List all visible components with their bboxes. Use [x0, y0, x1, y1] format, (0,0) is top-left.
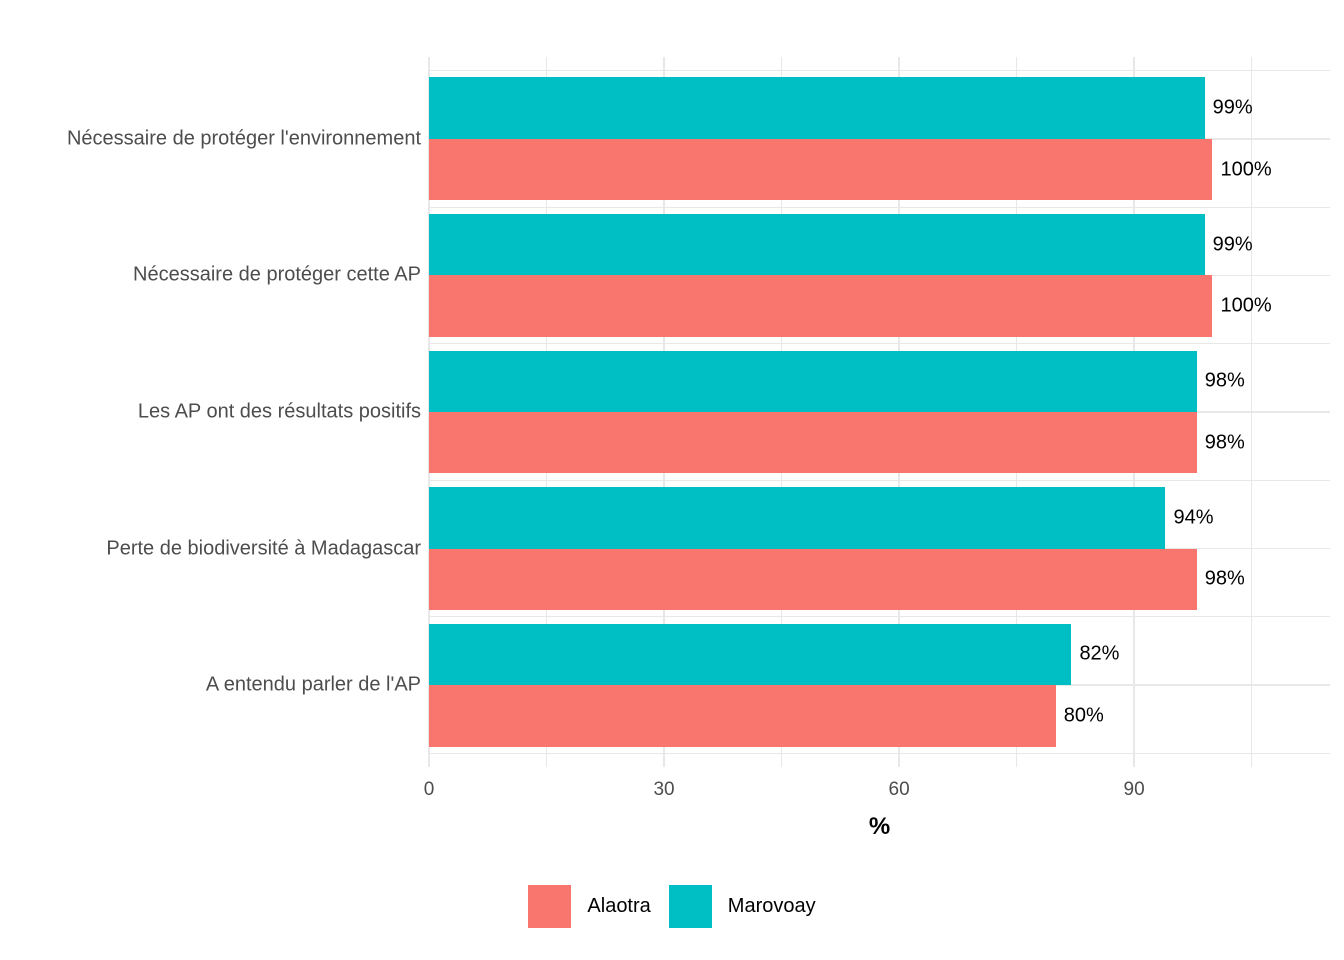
- gridline-horizontal-minor: [429, 479, 1330, 481]
- gridline-horizontal-minor: [429, 206, 1330, 208]
- gridline-horizontal-major: [429, 138, 1330, 140]
- legend-label: Alaotra: [587, 895, 651, 917]
- plot-panel: 99% 100% 99% 100% 98% 98% 94% 98% 82% 80%: [428, 57, 1330, 767]
- gridline-horizontal-minor: [429, 616, 1330, 618]
- bar-value-label: 99%: [1212, 96, 1253, 119]
- legend-label: Marovoay: [727, 895, 816, 917]
- legend-color-swatch: [668, 885, 712, 928]
- x-tick-label: 60: [888, 779, 910, 800]
- bar-value-label: 82%: [1079, 642, 1120, 665]
- bar-marovoay: [429, 214, 1205, 276]
- legend-entry: Marovoay: [668, 885, 816, 928]
- x-tick-label: 0: [423, 779, 435, 800]
- bar-marovoay: [429, 623, 1072, 686]
- bar-value-label: 80%: [1063, 704, 1104, 727]
- bar-marovoay: [429, 77, 1205, 139]
- gridline-horizontal-minor: [429, 70, 1330, 72]
- x-tick-label: 90: [1123, 779, 1145, 800]
- category-label: Les AP ont des résultats positifs: [137, 400, 421, 423]
- category-label: Nécessaire de protéger l'environnement: [66, 127, 421, 150]
- bar-value-label: 98%: [1204, 567, 1245, 590]
- bar-alaotra: [429, 275, 1213, 337]
- gridline-horizontal-minor: [429, 343, 1330, 345]
- bar-alaotra: [429, 412, 1197, 474]
- bar-value-label: 100%: [1220, 294, 1272, 317]
- gridline-horizontal-minor: [429, 752, 1330, 754]
- bar-alaotra: [429, 138, 1213, 201]
- bar-marovoay: [429, 350, 1197, 412]
- legend: Alaotra Marovoay: [0, 885, 1344, 928]
- gridline-horizontal-major: [429, 411, 1330, 413]
- legend-color-swatch: [528, 885, 572, 928]
- bar-value-label: 100%: [1220, 158, 1272, 181]
- legend-entry: Alaotra: [528, 885, 651, 928]
- bar-value-label: 94%: [1173, 506, 1214, 529]
- category-label: A entendu parler de l'AP: [205, 673, 421, 696]
- bar-value-label: 99%: [1212, 233, 1253, 256]
- x-tick-label: 30: [653, 779, 675, 800]
- bar-alaotra: [429, 548, 1197, 610]
- x-axis-title: %: [868, 813, 891, 840]
- bar-marovoay: [429, 487, 1166, 549]
- bar-value-label: 98%: [1204, 431, 1245, 454]
- category-label: Nécessaire de protéger cette AP: [133, 263, 421, 286]
- gridline-vertical-minor: [1251, 57, 1253, 767]
- category-label: Perte de biodiversité à Madagascar: [106, 537, 421, 560]
- bar-value-label: 98%: [1204, 369, 1245, 392]
- bar-alaotra: [429, 685, 1056, 747]
